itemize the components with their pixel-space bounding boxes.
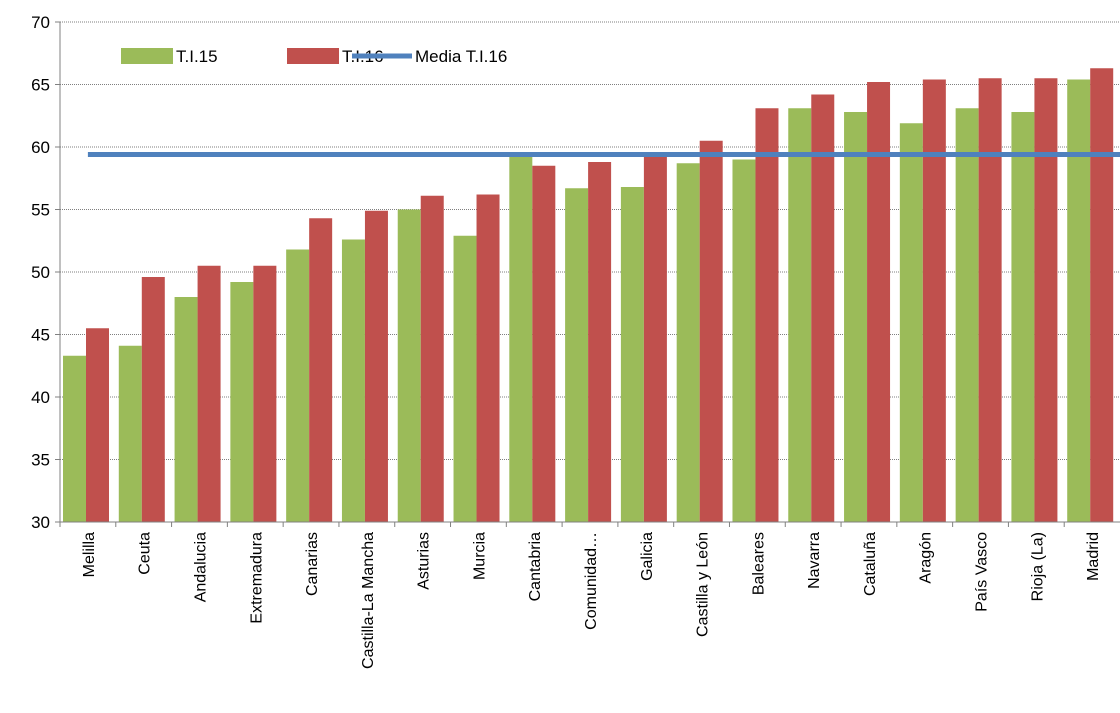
y-tick-label: 30 xyxy=(31,513,50,532)
bar-ti16 xyxy=(420,195,444,522)
bar-ti16 xyxy=(253,265,277,522)
bar-ti15 xyxy=(63,355,86,522)
bar-ti16 xyxy=(1034,78,1058,522)
x-category-label: Melilla xyxy=(81,532,98,577)
y-tick-label: 35 xyxy=(31,451,50,470)
bars xyxy=(63,68,1114,522)
bar-ti16 xyxy=(1090,68,1114,522)
x-category-label: Galicia xyxy=(639,532,656,581)
y-tick-label: 50 xyxy=(31,263,50,282)
bar-ti16 xyxy=(755,108,779,522)
x-category-label: Castilla-La Mancha xyxy=(360,532,377,669)
bar-ti16 xyxy=(476,194,500,522)
x-category-label: Baleares xyxy=(750,532,767,595)
x-category-label: Madrid xyxy=(1085,532,1102,581)
x-category-label: Cantabria xyxy=(527,532,544,601)
bar-ti15 xyxy=(955,108,979,522)
bar-ti15 xyxy=(732,159,756,522)
y-tick-label: 40 xyxy=(31,388,50,407)
bar-ti16 xyxy=(978,78,1002,522)
bar-ti16 xyxy=(699,140,723,522)
legend: T.I.15T.I.16Media T.I.16 xyxy=(121,47,507,66)
x-category-label: Rioja (La) xyxy=(1029,532,1046,601)
bar-ti16 xyxy=(197,265,221,522)
legend-label: T.I.15 xyxy=(176,47,218,66)
bar-ti16 xyxy=(532,165,556,522)
bar-ti16 xyxy=(643,157,667,522)
x-category-label: Navarra xyxy=(806,532,823,589)
x-category-label: Aragón xyxy=(918,532,935,584)
axes xyxy=(59,22,1120,523)
x-category-label: Extremadura xyxy=(248,532,265,624)
bar-ti15 xyxy=(620,187,644,522)
bar-ti15 xyxy=(676,163,700,522)
x-category-label: Cataluña xyxy=(862,532,879,596)
bar-ti15 xyxy=(286,249,310,522)
bar-ti15 xyxy=(118,345,142,522)
bar-ti15 xyxy=(230,282,254,522)
x-category-label: Ceuta xyxy=(137,532,154,575)
y-axis-ticks: 30 35 40 45 50 55 60 65 70 xyxy=(31,13,60,532)
legend-label: Media T.I.16 xyxy=(415,47,507,66)
bar-ti15 xyxy=(844,112,868,522)
x-category-label: Castilla y León xyxy=(695,532,712,637)
bar-ti15 xyxy=(174,297,198,522)
bar-ti15 xyxy=(397,209,421,522)
legend-swatch xyxy=(287,48,339,64)
x-category-label: Andalucia xyxy=(192,532,209,602)
x-category-label: Murcia xyxy=(471,532,488,580)
bar-ti15 xyxy=(1011,112,1035,522)
bar-ti16 xyxy=(86,328,109,522)
legend-swatch xyxy=(121,48,173,64)
bar-ti15 xyxy=(453,235,477,522)
bar-ti15 xyxy=(341,239,365,522)
bar-ti15 xyxy=(788,108,812,522)
bar-ti15 xyxy=(899,123,923,522)
x-axis-labels: Melilla Ceuta Andalucia Extremadura Canarias… xyxy=(59,522,1102,669)
bar-ti15 xyxy=(1067,79,1091,522)
bar-ti16 xyxy=(141,277,165,522)
x-category-label: Comunidad… xyxy=(583,532,600,630)
x-category-label: País Vasco xyxy=(974,532,991,612)
bar-ti16 xyxy=(364,210,388,522)
y-tick-label: 65 xyxy=(31,76,50,95)
bar-ti15 xyxy=(509,154,533,522)
y-tick-label: 60 xyxy=(31,138,50,157)
y-tick-label: 45 xyxy=(31,326,50,345)
bar-ti16 xyxy=(867,82,891,522)
x-category-label: Asturias xyxy=(416,532,433,590)
y-tick-label: 70 xyxy=(31,13,50,32)
x-category-label: Canarias xyxy=(304,532,321,596)
bar-ti16 xyxy=(922,79,946,522)
bar-ti16 xyxy=(811,94,835,522)
y-tick-label: 55 xyxy=(31,201,50,220)
bar-ti15 xyxy=(565,188,589,522)
bar-ti16 xyxy=(309,218,333,522)
bar-ti16 xyxy=(588,162,612,522)
